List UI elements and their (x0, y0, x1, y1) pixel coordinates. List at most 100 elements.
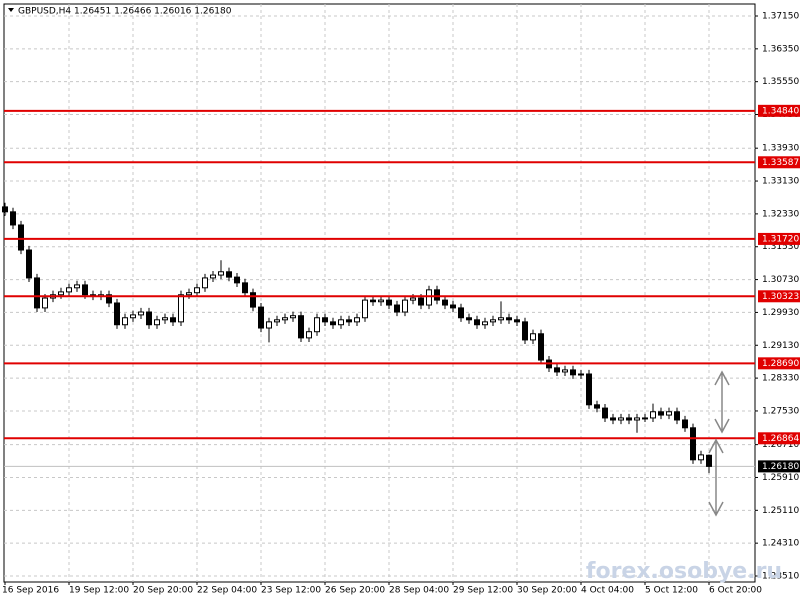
level-label: 1.34840 (762, 106, 799, 116)
level-label-box (758, 104, 800, 117)
arrows (708, 370, 730, 517)
level-label: 1.31720 (762, 234, 799, 244)
candle-body (458, 307, 464, 319)
y-tick-label: 1.36350 (762, 44, 799, 54)
candle-body (106, 294, 112, 304)
candle-body (618, 417, 624, 421)
candle-body (114, 302, 120, 326)
candle-body (18, 224, 24, 251)
candle-body (482, 321, 488, 326)
candle-body (338, 319, 344, 326)
y-tick-label: 1.29930 (762, 308, 799, 318)
candle-body (218, 271, 224, 276)
y-tick-label: 1.33930 (762, 144, 799, 154)
candle-body (178, 294, 184, 323)
candle-body (378, 299, 384, 303)
candle-body (522, 321, 528, 341)
candle-body (570, 369, 576, 376)
candle-body (194, 287, 200, 294)
candle-body (66, 287, 72, 293)
candle-body (282, 317, 288, 321)
candle-body (10, 211, 16, 226)
candle-body (410, 297, 416, 301)
chart-layer: 1.371501.363501.355501.347501.339301.331… (2, 4, 799, 596)
candle-body (130, 314, 136, 319)
y-tick-label: 1.32330 (762, 209, 799, 219)
candle-body (186, 292, 192, 296)
level-label: 1.33587 (762, 158, 799, 168)
candle-body (290, 315, 296, 319)
x-tick-label: 30 Sep 20:00 (517, 586, 577, 596)
candle-body (226, 271, 232, 278)
candle-body (690, 427, 696, 461)
x-tick-label: 22 Sep 04:00 (197, 586, 257, 596)
x-tick-label: 6 Oct 20:00 (709, 586, 762, 596)
candle-body (162, 317, 168, 321)
y-tick-label: 1.23510 (762, 572, 799, 582)
candle-body (434, 289, 440, 301)
candle-body (578, 373, 584, 376)
level-label: 1.28690 (762, 359, 799, 369)
y-tick-label: 1.30730 (762, 275, 799, 285)
candle-body (490, 319, 496, 323)
y-tick-label: 1.33130 (762, 177, 799, 187)
level-label: 1.30323 (762, 292, 799, 302)
candle-body (530, 333, 536, 341)
candle-body (298, 315, 304, 339)
candle-body (306, 331, 312, 339)
y-tick-label: 1.25910 (762, 473, 799, 483)
candle-body (450, 304, 456, 309)
x-tick-label: 16 Sep 2016 (2, 586, 59, 596)
x-tick-label: 29 Sep 12:00 (453, 586, 513, 596)
candle-body (346, 319, 352, 323)
x-tick-label: 28 Sep 04:00 (389, 586, 449, 596)
candle-body (2, 206, 8, 213)
candle-body (554, 367, 560, 373)
level-label-box (758, 290, 800, 303)
candle-body (370, 299, 376, 303)
candle-body (242, 282, 248, 294)
candle-body (658, 411, 664, 416)
candle-body (562, 369, 568, 373)
level-label-box (758, 357, 800, 370)
candle-body (330, 321, 336, 326)
price-label: 1.26180 (762, 462, 799, 472)
candle-body (34, 277, 40, 309)
candle-body (610, 417, 616, 421)
candle-body (498, 317, 504, 321)
candle-body (394, 304, 400, 313)
y-tick-label: 1.31530 (762, 242, 799, 252)
x-tick-label: 26 Sep 20:00 (325, 586, 385, 596)
candle-body (682, 419, 688, 429)
candle-body (146, 311, 152, 326)
candle-body (506, 317, 512, 321)
candle-body (514, 319, 520, 323)
candle-body (258, 306, 264, 329)
candle-body (202, 277, 208, 289)
y-tick-label: 1.27530 (762, 406, 799, 416)
x-tick-label: 23 Sep 12:00 (261, 586, 321, 596)
candle-body (586, 373, 592, 406)
candle-body (250, 292, 256, 308)
chart-title: GBPUSD,H4 1.26451 1.26466 1.26016 1.2618… (18, 7, 232, 17)
y-tick-label: 1.25110 (762, 506, 799, 516)
title-icon (8, 8, 14, 12)
y-tick-label: 1.37150 (762, 11, 799, 21)
candle-body (386, 299, 392, 306)
candle-body (314, 317, 320, 333)
x-tick-label: 5 Oct 12:00 (645, 586, 698, 596)
plot-frame (3, 3, 756, 583)
candle-body (322, 317, 328, 323)
candle-body (418, 297, 424, 306)
candle-body (170, 317, 176, 323)
candle-body (466, 317, 472, 321)
candle-body (474, 319, 480, 326)
y-tick-label: 1.29130 (762, 341, 799, 351)
candle-body (154, 319, 160, 326)
candle-body (442, 299, 448, 306)
candle-body (538, 333, 544, 361)
candle-body (266, 321, 272, 329)
candle-body (602, 407, 608, 419)
candle-body (650, 411, 656, 419)
y-tick-label: 1.35550 (762, 77, 799, 87)
